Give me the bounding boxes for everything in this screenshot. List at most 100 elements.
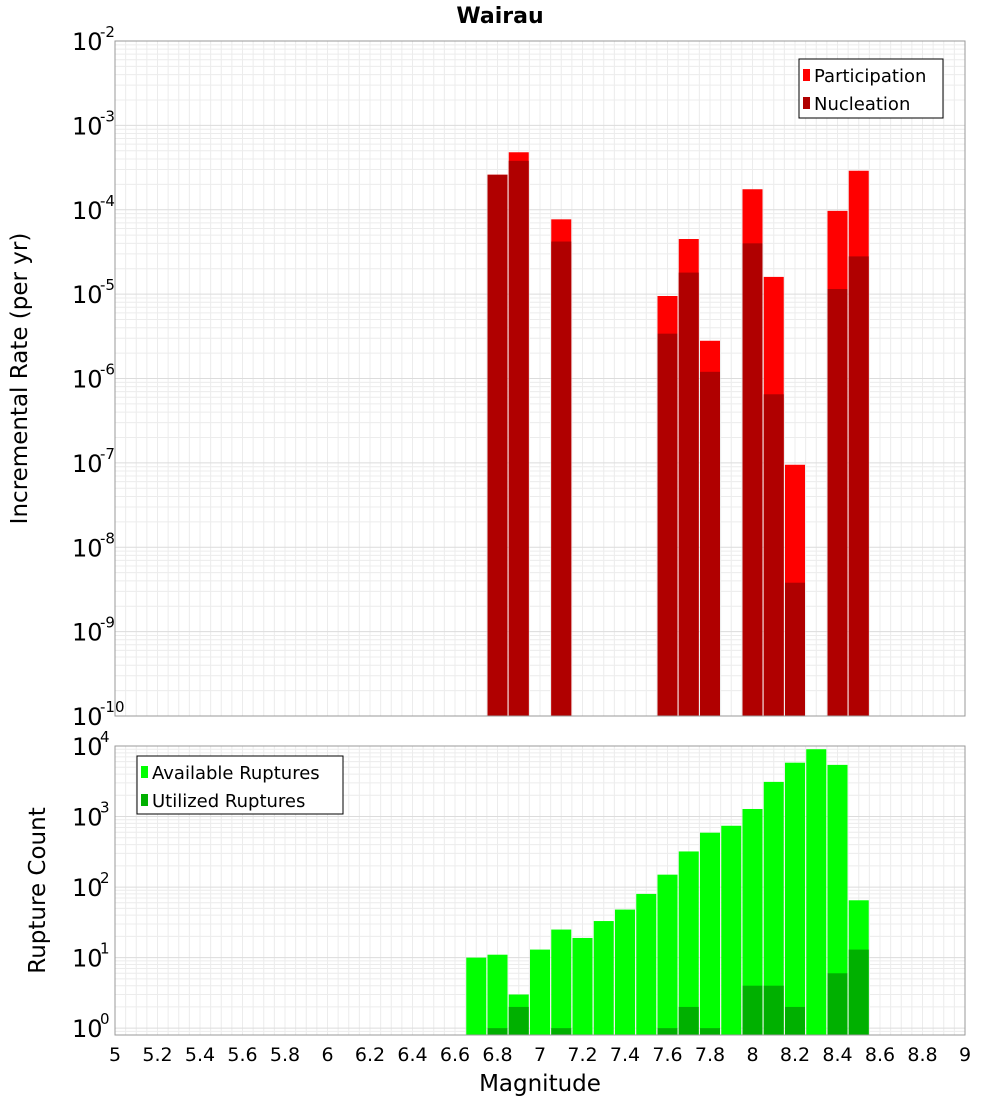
rate-panel: 10-210-310-410-510-610-710-810-910-10 In… bbox=[7, 23, 966, 731]
x-tick-label: 5.4 bbox=[185, 1044, 215, 1066]
rate-y-tick-exponent: -7 bbox=[100, 445, 115, 463]
rate-y-tick-exponent: -9 bbox=[100, 614, 115, 632]
available-bar bbox=[806, 749, 827, 1035]
x-tick-label: 8 bbox=[746, 1044, 758, 1066]
utilized-swatch bbox=[141, 794, 148, 806]
x-tick-label: 7.2 bbox=[567, 1044, 597, 1066]
nucleation-bar bbox=[785, 582, 805, 716]
available-bar bbox=[636, 893, 657, 1035]
x-tick-label: 6 bbox=[321, 1044, 333, 1066]
utilized-bar bbox=[508, 1006, 529, 1035]
utilized-bar bbox=[785, 1006, 805, 1035]
utilized-bar bbox=[551, 1028, 572, 1035]
rate-legend-box bbox=[798, 58, 944, 119]
rate-y-tick-exponent: -10 bbox=[100, 698, 125, 716]
rate-y-tick-base: 10 bbox=[72, 703, 103, 731]
x-tick-label: 8.8 bbox=[907, 1044, 937, 1066]
x-tick-label: 9 bbox=[959, 1044, 971, 1066]
rate-y-tick-exponent: -2 bbox=[100, 23, 115, 41]
x-tick-label: 5.6 bbox=[227, 1044, 257, 1066]
utilized-legend-label: Utilized Ruptures bbox=[152, 791, 305, 812]
participation-swatch bbox=[803, 69, 810, 81]
rate-y-tick-exponent: -3 bbox=[100, 107, 115, 125]
available-bar bbox=[700, 832, 720, 1035]
nucleation-legend-label: Nucleation bbox=[814, 94, 910, 115]
count-y-tick-base: 10 bbox=[72, 804, 103, 832]
count-y-tick-base: 10 bbox=[72, 733, 103, 761]
x-tick-label: 6.2 bbox=[355, 1044, 385, 1066]
x-tick-label: 8.2 bbox=[780, 1044, 810, 1066]
count-y-tick-exponent: 2 bbox=[100, 869, 110, 887]
x-tick-label: 6.8 bbox=[482, 1044, 512, 1066]
rate-y-tick-base: 10 bbox=[72, 28, 103, 56]
utilized-bar bbox=[848, 949, 869, 1035]
rate-y-tick-exponent: -6 bbox=[100, 361, 115, 379]
nucleation-bar bbox=[700, 371, 720, 716]
rate-y-tick-base: 10 bbox=[72, 450, 103, 478]
x-tick-label: 5 bbox=[109, 1044, 121, 1066]
x-tick-label: 7 bbox=[534, 1044, 546, 1066]
rate-y-tick-base: 10 bbox=[72, 366, 103, 394]
x-tick-label: 6.4 bbox=[397, 1044, 427, 1066]
count-y-axis-label: Rupture Count bbox=[25, 807, 51, 973]
count-y-tick-exponent: 3 bbox=[100, 799, 110, 817]
available-bar bbox=[487, 954, 508, 1035]
utilized-bar bbox=[657, 1028, 678, 1035]
rate-y-tick-exponent: -5 bbox=[100, 276, 115, 294]
utilized-bar bbox=[827, 973, 848, 1035]
x-axis-label: Magnitude bbox=[479, 1071, 601, 1097]
rate-y-tick-exponent: -4 bbox=[100, 192, 115, 210]
rate-y-axis-label: Incremental Rate (per yr) bbox=[7, 233, 33, 525]
nucleation-bar bbox=[508, 160, 529, 717]
available-bar bbox=[678, 851, 699, 1035]
available-bar bbox=[551, 929, 572, 1035]
available-bar bbox=[763, 781, 784, 1035]
x-tick-label: 8.6 bbox=[865, 1044, 895, 1066]
count-y-tick-exponent: 0 bbox=[100, 1010, 110, 1028]
available-bar bbox=[572, 937, 593, 1035]
rate-y-ticks: 10-210-310-410-510-610-710-810-910-10 bbox=[72, 23, 125, 731]
nucleation-bar bbox=[678, 272, 699, 716]
available-bar bbox=[742, 808, 763, 1035]
count-y-tick-exponent: 4 bbox=[100, 728, 110, 746]
utilized-bar bbox=[678, 1006, 699, 1035]
available-legend-label: Available Ruptures bbox=[152, 763, 320, 784]
x-tick-label: 6.6 bbox=[440, 1044, 470, 1066]
utilized-bar bbox=[487, 1028, 508, 1035]
nucleation-bar bbox=[827, 289, 848, 716]
x-tick-label: 5.8 bbox=[270, 1044, 300, 1066]
count-y-tick-base: 10 bbox=[72, 945, 103, 973]
rate-y-tick-base: 10 bbox=[72, 281, 103, 309]
participation-legend-label: Participation bbox=[814, 66, 926, 87]
nucleation-bar bbox=[487, 174, 508, 716]
available-bar bbox=[593, 921, 614, 1035]
x-ticks: 5 5.2 5.4 5.6 5.8 6 6.2 6.4 6.6 6.8 7 7.2 7.4 7.6 7.8 8… bbox=[109, 1044, 971, 1066]
rate-legend: Participation Nucleation bbox=[798, 58, 944, 119]
available-bar bbox=[657, 874, 678, 1035]
available-bar bbox=[721, 825, 742, 1035]
chart-title: Wairau bbox=[456, 4, 543, 29]
utilized-bars bbox=[487, 949, 869, 1035]
available-bar bbox=[827, 764, 848, 1035]
x-tick-label: 7.4 bbox=[610, 1044, 640, 1066]
available-swatch bbox=[141, 766, 148, 778]
available-bar bbox=[785, 762, 805, 1035]
x-tick-label: 7.6 bbox=[652, 1044, 682, 1066]
available-bar bbox=[530, 949, 550, 1035]
available-bar bbox=[615, 909, 635, 1035]
rate-y-tick-exponent: -8 bbox=[100, 529, 115, 547]
count-y-tick-exponent: 1 bbox=[100, 940, 110, 958]
count-y-tick-base: 10 bbox=[72, 1015, 103, 1043]
nucleation-bar bbox=[551, 241, 572, 717]
nucleation-bar bbox=[848, 256, 869, 716]
utilized-bar bbox=[742, 985, 763, 1035]
nucleation-swatch bbox=[803, 97, 810, 109]
nucleation-bar bbox=[742, 243, 763, 717]
nucleation-bars bbox=[487, 160, 869, 717]
rate-y-tick-base: 10 bbox=[72, 197, 103, 225]
x-tick-label: 7.8 bbox=[695, 1044, 725, 1066]
count-legend: Available Ruptures Utilized Ruptures bbox=[136, 755, 344, 815]
nucleation-bar bbox=[657, 333, 678, 716]
